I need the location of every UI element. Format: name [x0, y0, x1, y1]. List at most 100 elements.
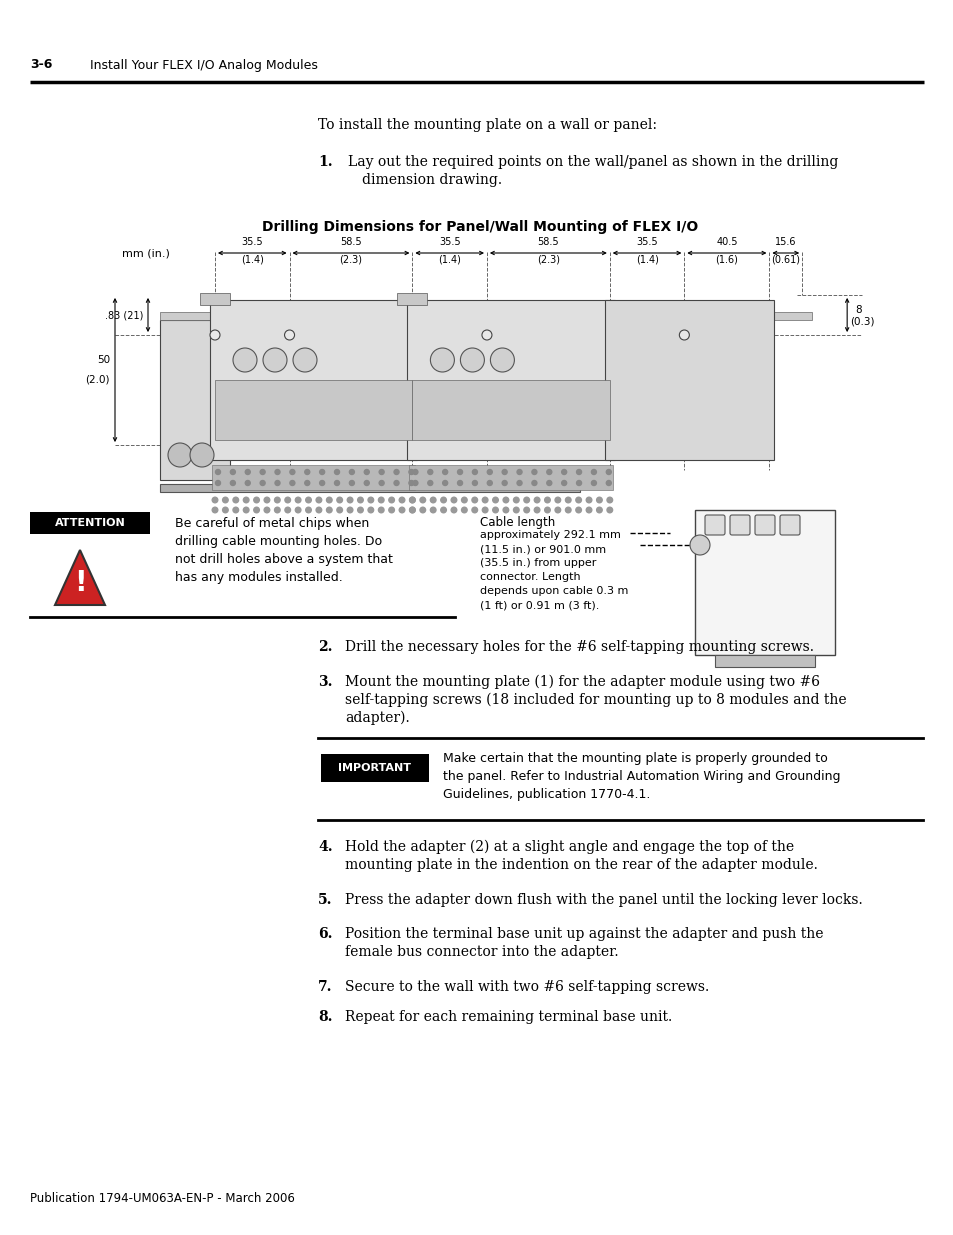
Text: not drill holes above a system that: not drill holes above a system that	[174, 553, 393, 566]
Circle shape	[482, 498, 487, 503]
Text: adapter).: adapter).	[345, 711, 410, 725]
Circle shape	[555, 498, 560, 503]
Circle shape	[517, 469, 521, 474]
Circle shape	[457, 480, 462, 485]
Circle shape	[544, 508, 550, 513]
Circle shape	[492, 498, 497, 503]
Text: self-tapping screws (18 included for mounting up to 8 modules and the: self-tapping screws (18 included for mou…	[345, 693, 845, 708]
Text: (1.4): (1.4)	[240, 254, 263, 264]
Circle shape	[347, 508, 353, 513]
Circle shape	[274, 480, 280, 485]
Text: IMPORTANT: IMPORTANT	[338, 763, 411, 773]
Circle shape	[212, 498, 217, 503]
Circle shape	[430, 508, 436, 513]
Circle shape	[430, 348, 454, 372]
Circle shape	[394, 480, 398, 485]
Circle shape	[233, 508, 238, 513]
Circle shape	[419, 508, 425, 513]
Circle shape	[336, 498, 342, 503]
Circle shape	[472, 508, 477, 513]
Circle shape	[472, 469, 476, 474]
Text: (1.6): (1.6)	[715, 254, 738, 264]
Circle shape	[336, 508, 342, 513]
Circle shape	[532, 480, 537, 485]
Text: mm (in.): mm (in.)	[122, 248, 170, 258]
Text: (0.61): (0.61)	[770, 254, 800, 264]
Text: Position the terminal base unit up against the adapter and push the: Position the terminal base unit up again…	[345, 927, 822, 941]
Circle shape	[451, 498, 456, 503]
Text: (35.5 in.) from upper: (35.5 in.) from upper	[479, 558, 596, 568]
Circle shape	[576, 498, 580, 503]
Bar	[407, 300, 614, 459]
Circle shape	[357, 508, 363, 513]
Circle shape	[305, 508, 311, 513]
Circle shape	[409, 469, 414, 474]
Circle shape	[576, 480, 581, 485]
Text: 15.6: 15.6	[774, 237, 796, 247]
Circle shape	[274, 508, 280, 513]
Circle shape	[398, 498, 404, 503]
Circle shape	[319, 469, 324, 474]
Circle shape	[212, 508, 217, 513]
Text: dimension drawing.: dimension drawing.	[361, 173, 501, 186]
Circle shape	[472, 480, 476, 485]
Circle shape	[263, 348, 287, 372]
Text: Drilling Dimensions for Panel/Wall Mounting of FLEX I/O: Drilling Dimensions for Panel/Wall Mount…	[262, 220, 698, 233]
Text: depends upon cable 0.3 m: depends upon cable 0.3 m	[479, 585, 628, 597]
Text: 5.: 5.	[317, 893, 333, 906]
Circle shape	[326, 508, 332, 513]
Circle shape	[295, 498, 300, 503]
Circle shape	[427, 480, 433, 485]
Circle shape	[492, 508, 497, 513]
Bar	[604, 300, 774, 459]
Circle shape	[442, 480, 447, 485]
Circle shape	[364, 469, 369, 474]
Circle shape	[215, 469, 220, 474]
Circle shape	[606, 480, 611, 485]
Text: (2.3): (2.3)	[339, 254, 362, 264]
Text: 3-6: 3-6	[30, 58, 52, 72]
Circle shape	[596, 498, 601, 503]
Text: 3.: 3.	[317, 676, 333, 689]
Circle shape	[222, 498, 228, 503]
Text: 6.: 6.	[317, 927, 333, 941]
Circle shape	[319, 480, 324, 485]
Text: 8.: 8.	[317, 1010, 333, 1024]
Text: To install the mounting plate on a wall or panel:: To install the mounting plate on a wall …	[317, 119, 657, 132]
Circle shape	[544, 498, 550, 503]
Circle shape	[523, 498, 529, 503]
Bar	[160, 484, 579, 492]
Circle shape	[409, 480, 414, 485]
Circle shape	[606, 469, 611, 474]
Circle shape	[457, 469, 462, 474]
Text: !: !	[73, 569, 86, 597]
Circle shape	[561, 469, 566, 474]
Circle shape	[555, 508, 560, 513]
Circle shape	[389, 498, 394, 503]
Circle shape	[534, 508, 539, 513]
FancyBboxPatch shape	[729, 515, 749, 535]
Text: Cable length: Cable length	[479, 516, 555, 529]
Text: 35.5: 35.5	[636, 237, 658, 247]
Circle shape	[409, 498, 415, 503]
Polygon shape	[55, 550, 105, 605]
Circle shape	[222, 508, 228, 513]
Circle shape	[315, 498, 321, 503]
Circle shape	[274, 469, 280, 474]
Circle shape	[260, 469, 265, 474]
Circle shape	[274, 498, 280, 503]
Circle shape	[264, 508, 270, 513]
Bar	[397, 293, 427, 305]
Circle shape	[315, 508, 321, 513]
Circle shape	[596, 508, 601, 513]
Circle shape	[357, 498, 363, 503]
Circle shape	[461, 498, 467, 503]
Text: connector. Length: connector. Length	[479, 572, 580, 582]
Bar	[210, 300, 417, 459]
Circle shape	[326, 498, 332, 503]
Circle shape	[565, 498, 571, 503]
Circle shape	[230, 469, 235, 474]
Bar	[160, 312, 811, 320]
Text: 4.: 4.	[317, 840, 333, 853]
Text: (11.5 in.) or 901.0 mm: (11.5 in.) or 901.0 mm	[479, 543, 605, 555]
